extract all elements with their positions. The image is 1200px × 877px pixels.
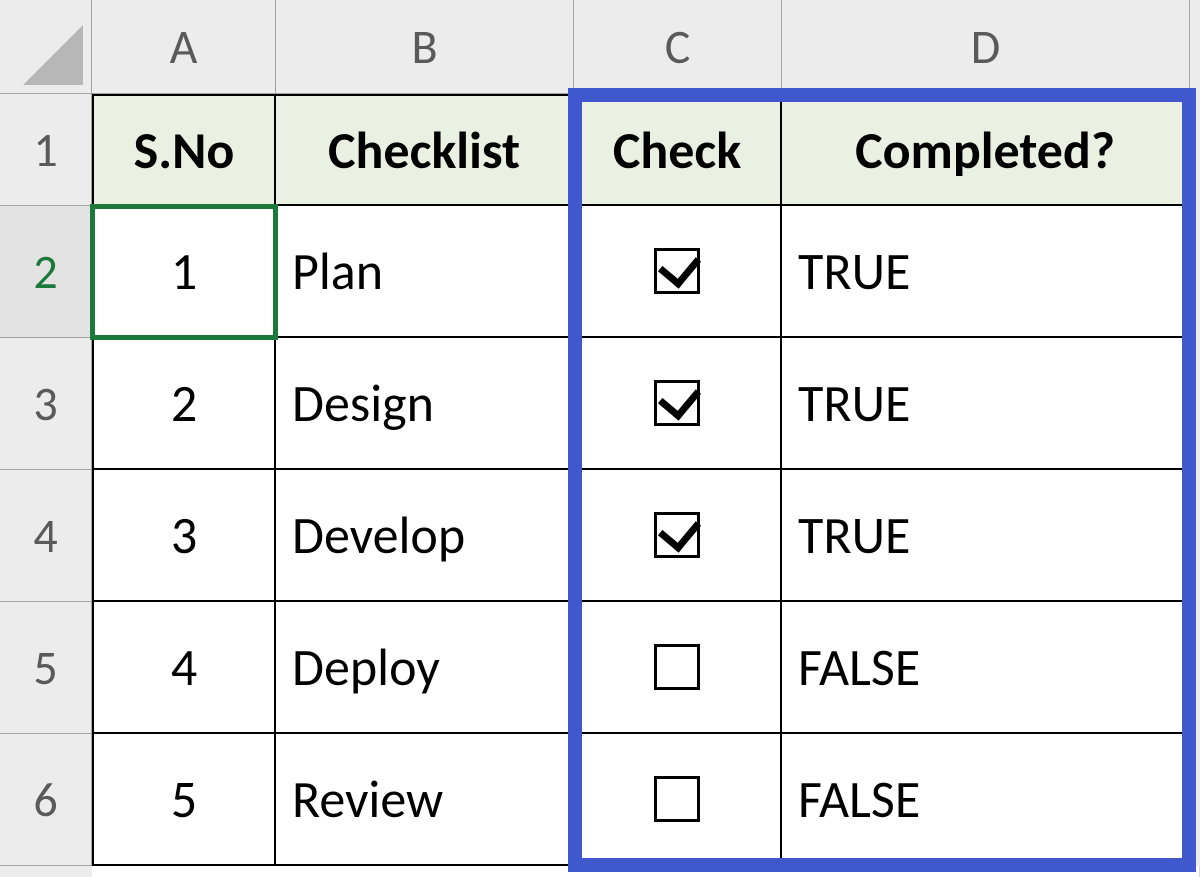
row-header-5[interactable]: 5 — [0, 602, 92, 734]
cell-completed[interactable]: TRUE — [782, 338, 1190, 470]
cell-completed[interactable]: FALSE — [782, 602, 1190, 734]
cell-checklist[interactable]: Develop — [276, 470, 574, 602]
cell-check[interactable] — [574, 602, 782, 734]
cell-sno[interactable]: 4 — [92, 602, 276, 734]
column-header-a[interactable]: A — [92, 0, 276, 94]
table-header-check[interactable]: Check — [574, 94, 782, 206]
cell-checklist[interactable]: Review — [276, 734, 574, 866]
table-header-s-no[interactable]: S.No — [92, 94, 276, 206]
row-header-1[interactable]: 1 — [0, 94, 92, 206]
cell-check[interactable] — [574, 734, 782, 866]
cell-check[interactable] — [574, 338, 782, 470]
row-header-2[interactable]: 2 — [0, 206, 92, 338]
row-header-6[interactable]: 6 — [0, 734, 92, 866]
checkbox-develop[interactable] — [654, 512, 700, 558]
cell-checklist[interactable]: Plan — [276, 206, 574, 338]
cell-completed[interactable]: TRUE — [782, 470, 1190, 602]
checkbox-plan[interactable] — [654, 248, 700, 294]
column-header-d[interactable]: D — [782, 0, 1190, 94]
checkbox-review[interactable] — [654, 776, 700, 822]
cell-sno[interactable]: 2 — [92, 338, 276, 470]
column-header-b[interactable]: B — [276, 0, 574, 94]
cell-sno[interactable]: 3 — [92, 470, 276, 602]
cell-checklist[interactable]: Design — [276, 338, 574, 470]
cell-sno[interactable]: 1 — [92, 206, 276, 338]
table-header-completed[interactable]: Completed? — [782, 94, 1190, 206]
cell-checklist[interactable]: Deploy — [276, 602, 574, 734]
cell-completed[interactable]: FALSE — [782, 734, 1190, 866]
blank-cells — [92, 866, 1200, 877]
cell-sno[interactable]: 5 — [92, 734, 276, 866]
cell-completed[interactable]: TRUE — [782, 206, 1190, 338]
checkbox-design[interactable] — [654, 380, 700, 426]
table-header-checklist[interactable]: Checklist — [276, 94, 574, 206]
row-header-3[interactable]: 3 — [0, 338, 92, 470]
column-header-c[interactable]: C — [574, 0, 782, 94]
cell-check[interactable] — [574, 206, 782, 338]
select-all-corner[interactable] — [0, 0, 92, 94]
cell-check[interactable] — [574, 470, 782, 602]
row-header-4[interactable]: 4 — [0, 470, 92, 602]
checkbox-deploy[interactable] — [654, 644, 700, 690]
